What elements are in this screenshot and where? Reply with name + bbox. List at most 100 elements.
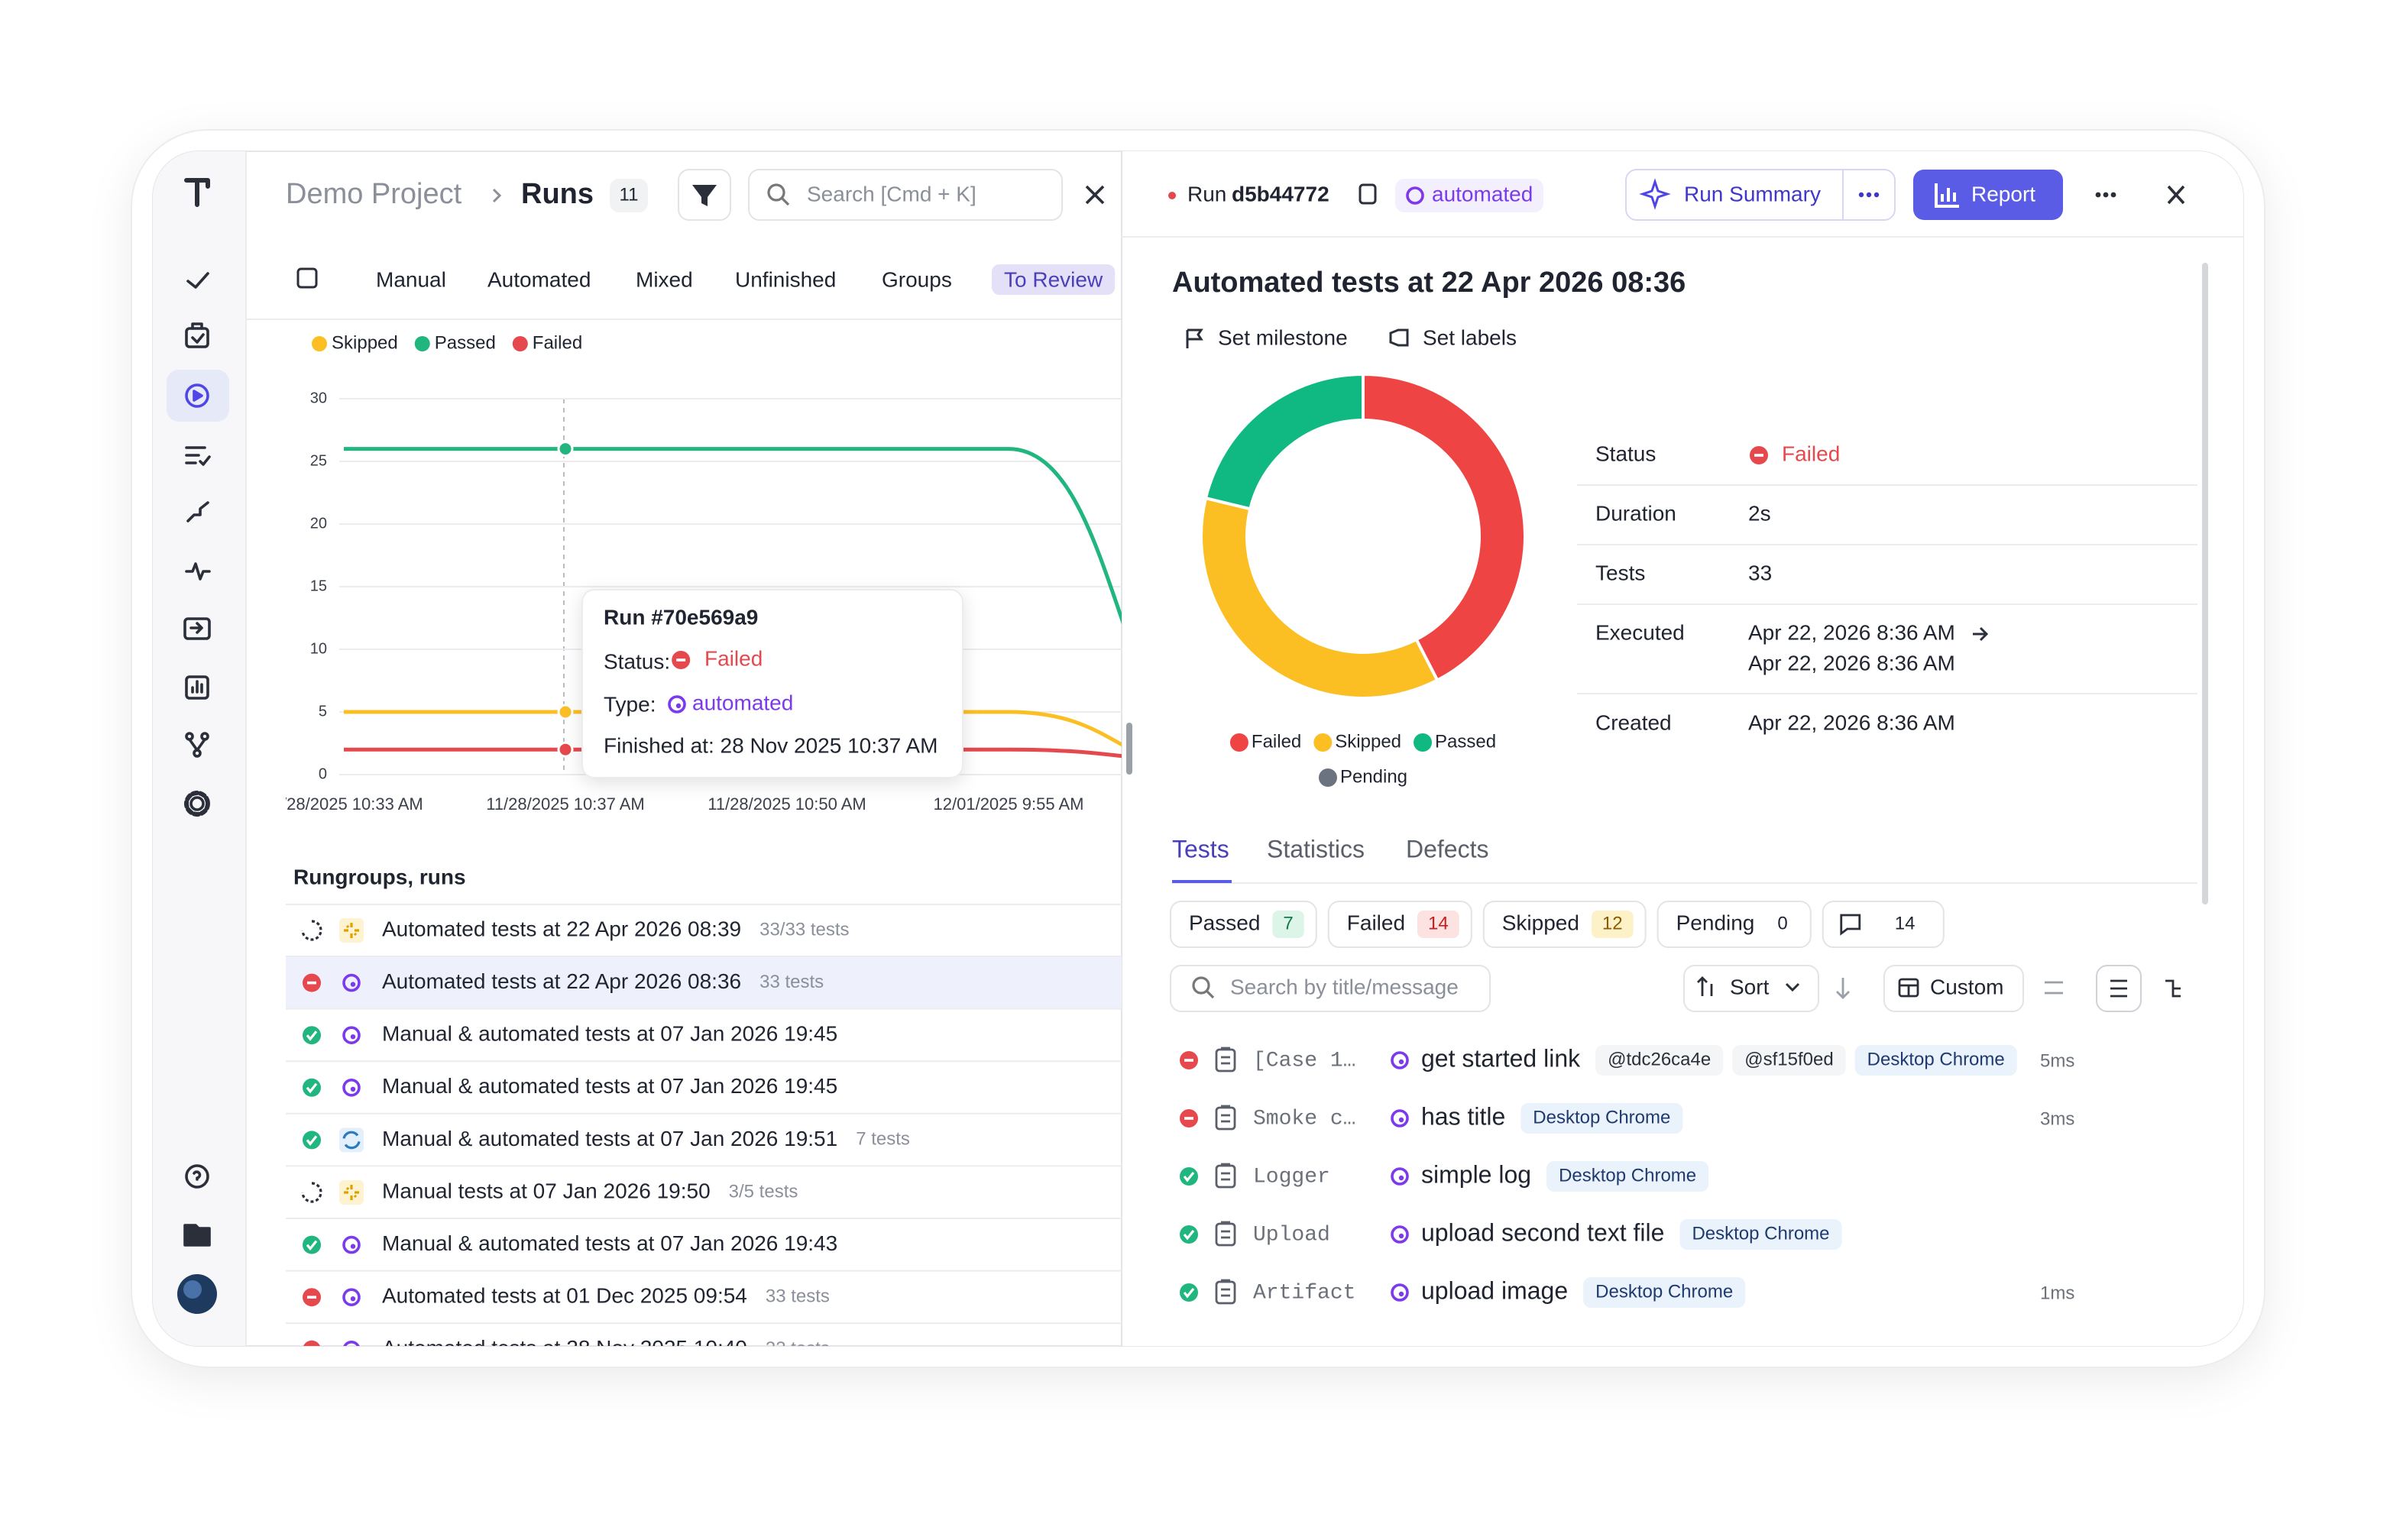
- clipboard-lines: [1221, 1163, 1230, 1181]
- test-env: Desktop Chrome: [1559, 1165, 1696, 1186]
- detail-label: Created: [1595, 710, 1672, 734]
- list-icon: [2110, 979, 2127, 998]
- count-badge: [610, 179, 648, 212]
- run-title[interactable]: Manual & automated tests at 07 Jan 2026 …: [382, 1231, 837, 1255]
- tests-search-placeholder: Search by title/message: [1230, 975, 1459, 998]
- copy-icon[interactable]: [1359, 183, 1377, 205]
- status-glyph: [306, 1082, 318, 1094]
- tab[interactable]: Manual: [376, 267, 446, 291]
- tab[interactable]: To Review: [1004, 267, 1103, 291]
- test-env-bg: [1854, 1045, 2017, 1076]
- panel-tab[interactable]: Tests: [1172, 835, 1229, 862]
- line-chart: 11/28/2025 10:33 AM 11/28/2025 10:37 AM 11…: [286, 398, 1122, 814]
- test-tag: @sf15f0ed: [1744, 1049, 1833, 1069]
- donut-segment: [1200, 496, 1440, 700]
- test-duration: 5ms: [2040, 1050, 2074, 1071]
- test-tag: @tdc26ca4e: [1608, 1049, 1711, 1069]
- donut-legend-dot: [1318, 768, 1337, 787]
- tab[interactable]: Groups: [882, 267, 952, 291]
- test-env: Desktop Chrome: [1533, 1107, 1670, 1128]
- close-panel[interactable]: [2167, 185, 2185, 205]
- runs-count: 11: [620, 184, 639, 205]
- summary-button[interactable]: [1625, 169, 1896, 221]
- kind-automated: [342, 973, 361, 992]
- kind-glyph: [350, 982, 356, 987]
- kind-automated: [1391, 1109, 1409, 1128]
- run-title[interactable]: Manual tests at 07 Jan 2026 19:50: [382, 1179, 711, 1202]
- tab[interactable]: Mixed: [636, 267, 693, 291]
- panel-tab[interactable]: Defects: [1406, 835, 1488, 862]
- run-title[interactable]: Manual & automated tests at 07 Jan 2026 …: [382, 1127, 837, 1150]
- y-tick-label: 20: [310, 515, 327, 532]
- run-title[interactable]: Automated tests at 22 Apr 2026 08:39: [382, 917, 741, 940]
- run-title[interactable]: Automated tests at 22 Apr 2026 08:36: [382, 969, 741, 993]
- kind-automated: [1391, 1167, 1409, 1186]
- test-tag-bg: [1595, 1045, 1724, 1076]
- panel-scrollbar[interactable]: [2202, 263, 2208, 904]
- custom-label: Custom: [1930, 975, 2003, 998]
- run-title[interactable]: Automated tests at 28 Nov 2025 10:40: [382, 1336, 747, 1360]
- search-icon: [767, 183, 785, 202]
- breadcrumb-project[interactable]: Demo Project: [286, 178, 462, 210]
- close-left[interactable]: [1085, 185, 1105, 205]
- select-icon[interactable]: [296, 267, 318, 289]
- custom-view-button[interactable]: [1883, 965, 2024, 1012]
- comments-pill[interactable]: [1822, 901, 1945, 948]
- sort-direction[interactable]: [1836, 978, 1850, 999]
- test-title[interactable]: upload second text file: [1421, 1218, 1664, 1246]
- kind-automated: [342, 1026, 361, 1044]
- detail-value: Apr 22, 2026 8:36 AM: [1748, 710, 1955, 734]
- run-title[interactable]: Automated tests at 01 Dec 2025 09:54: [382, 1284, 747, 1308]
- tab-highlight: [992, 264, 1116, 295]
- resize-handle[interactable]: [1126, 723, 1132, 775]
- kind-glyph: [344, 1185, 359, 1200]
- set-milestone[interactable]: Set milestone: [1218, 325, 1348, 349]
- summary-more[interactable]: [1858, 192, 1880, 198]
- tab[interactable]: Unfinished: [735, 267, 836, 291]
- clipboard-lines: [1221, 1279, 1230, 1297]
- status-running: [301, 920, 322, 941]
- detail-value: Failed: [1782, 442, 1840, 465]
- legend-dot: [512, 336, 528, 351]
- kind-automated: [342, 1235, 361, 1254]
- test-title[interactable]: get started link: [1421, 1044, 1581, 1072]
- detail-label: Status: [1595, 442, 1656, 465]
- detail-value: 2s: [1748, 501, 1771, 525]
- donut-segment: [1362, 372, 1527, 683]
- tests-search[interactable]: [1170, 965, 1491, 1012]
- test-env-bg: [1546, 1161, 1709, 1192]
- run-type: automated: [1432, 182, 1533, 205]
- panel-tab[interactable]: Statistics: [1267, 835, 1365, 862]
- clipboard-lines: [1221, 1105, 1230, 1123]
- global-search[interactable]: [748, 169, 1063, 221]
- sort-button[interactable]: [1683, 965, 1819, 1012]
- donut-legend-label: Skipped: [1335, 731, 1401, 752]
- pill-count: 0: [1777, 913, 1787, 933]
- test-title[interactable]: simple log: [1421, 1160, 1531, 1188]
- run-title[interactable]: Manual & automated tests at 07 Jan 2026 …: [382, 1074, 837, 1098]
- run-status-dot: [1168, 192, 1176, 199]
- arrow-icon: [1973, 626, 1989, 642]
- tree-view-button[interactable]: [2165, 979, 2181, 998]
- tests-search-icon: [1192, 976, 1210, 995]
- run-count: 33 tests: [766, 1286, 830, 1307]
- run-title[interactable]: Manual & automated tests at 07 Jan 2026 …: [382, 1022, 837, 1046]
- run-id: d5b44772: [1232, 182, 1329, 205]
- pill-label: Pending: [1676, 911, 1755, 934]
- status-glyph: [306, 1135, 318, 1146]
- settings-icon[interactable]: [2045, 981, 2063, 995]
- tab[interactable]: Automated: [487, 267, 591, 291]
- test-title[interactable]: upload image: [1421, 1276, 1568, 1304]
- test-title[interactable]: has title: [1421, 1102, 1505, 1130]
- x-tick-label: 12/01/2025 9:55 AM: [934, 794, 1084, 814]
- sort-chevron: [1785, 982, 1800, 992]
- test-suite: Smoke c…: [1253, 1107, 1355, 1131]
- donut-legend-label: Passed: [1435, 731, 1496, 752]
- tests-search-handle: [1206, 990, 1215, 999]
- runs-list: Automated tests at 22 Apr 2026 08:39 33/3…: [286, 904, 1122, 1360]
- y-tick-label: 0: [319, 765, 327, 782]
- sort-icon: [1697, 976, 1713, 996]
- y-tick-label: 10: [310, 640, 327, 657]
- set-labels[interactable]: Set labels: [1423, 325, 1517, 349]
- panel-more[interactable]: [2095, 192, 2116, 198]
